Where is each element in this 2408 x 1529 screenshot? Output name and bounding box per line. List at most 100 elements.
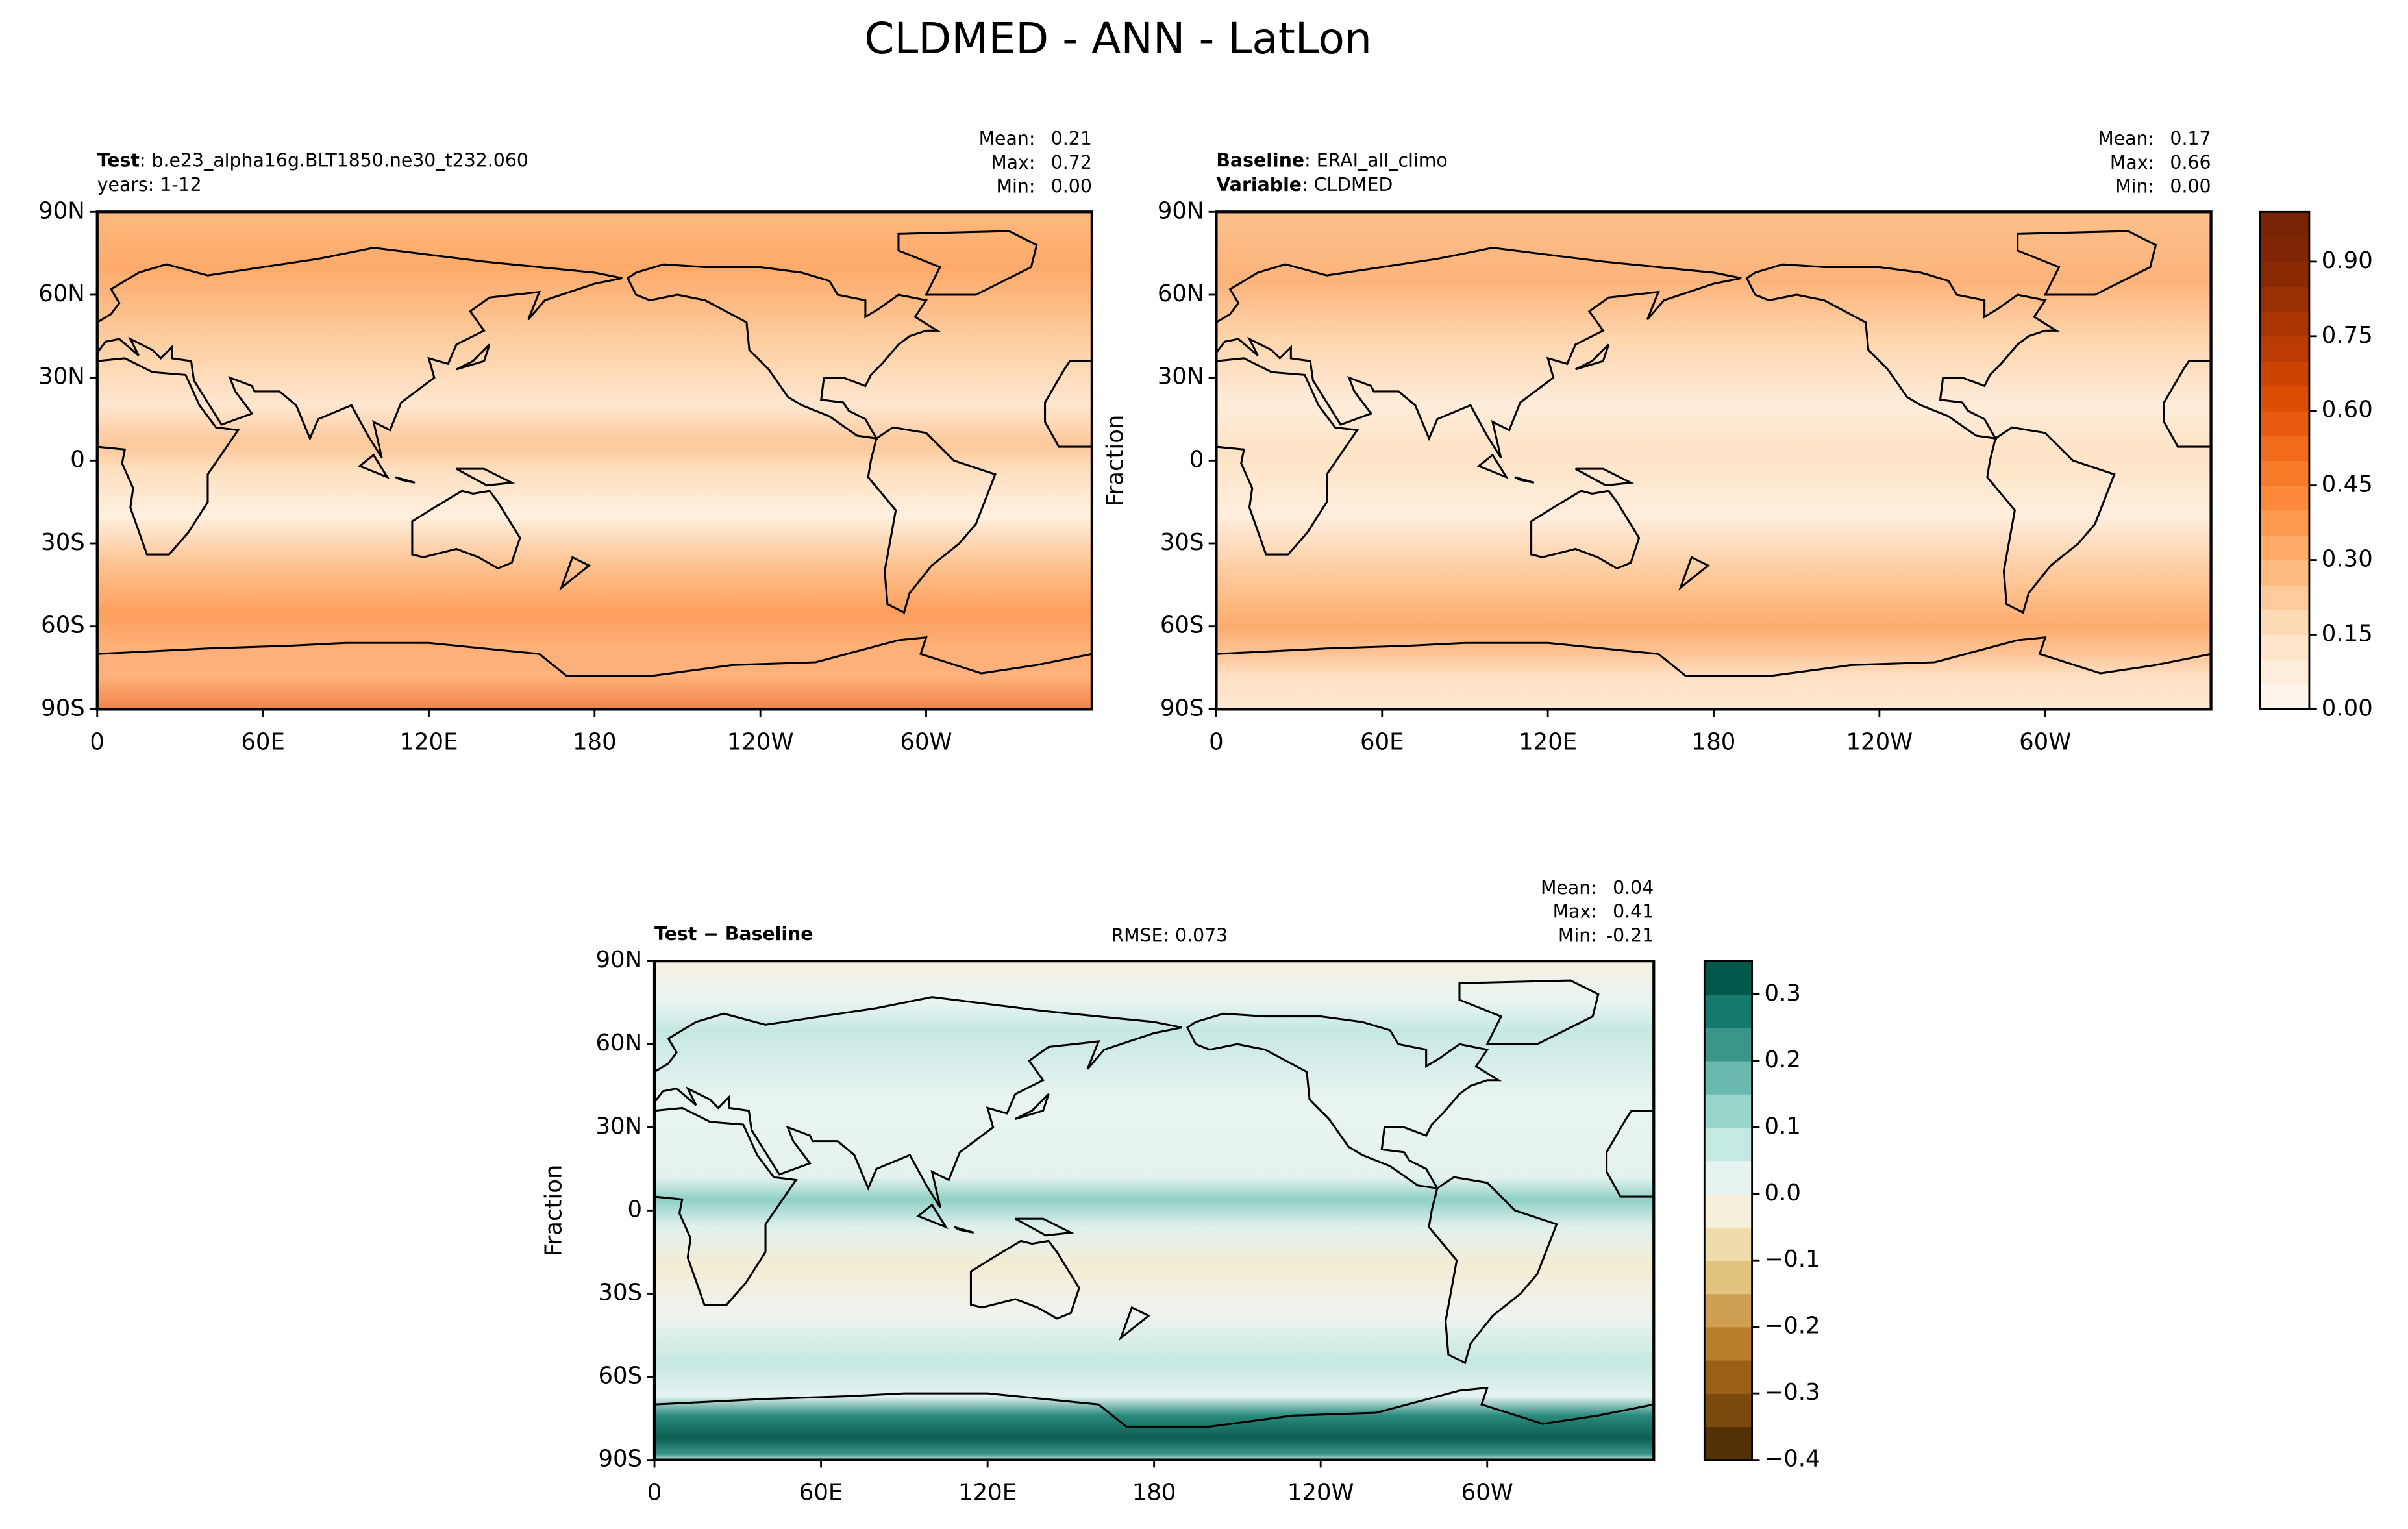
stat-value: 0.04 bbox=[1613, 877, 1654, 899]
x-tick-label: 60E bbox=[1360, 728, 1404, 755]
rmse-value: 0.073 bbox=[1175, 925, 1228, 946]
colorbar-tick-label: 0.15 bbox=[2322, 620, 2373, 647]
coastline bbox=[1476, 453, 1509, 480]
info-text: : ERAI_all_climo bbox=[1304, 149, 1448, 171]
coastline bbox=[954, 1226, 974, 1234]
coastline bbox=[1606, 1110, 1654, 1198]
map-panel: 0 60E 120E 180 120W 60W 90S 60S 30S 0 30N 60N 90N Fra… bbox=[540, 877, 1820, 1506]
y-axis-label: Fraction bbox=[1102, 415, 1129, 507]
coastline bbox=[1216, 357, 1359, 556]
colorbar-band bbox=[1704, 1226, 1752, 1261]
y-tick-label: 90N bbox=[595, 947, 642, 973]
coastline bbox=[654, 1106, 798, 1306]
colorbar-band bbox=[1704, 1360, 1752, 1394]
coastline bbox=[358, 453, 390, 480]
colorbar-band bbox=[2260, 311, 2309, 337]
coastline bbox=[97, 636, 1092, 677]
stat-value: 0.72 bbox=[1051, 152, 1092, 173]
x-tick-label: 120W bbox=[1287, 1480, 1354, 1506]
x-tick-label: 0 bbox=[647, 1480, 662, 1506]
y-tick-label: 0 bbox=[1189, 446, 1204, 473]
map-field bbox=[1216, 212, 2211, 710]
coastline bbox=[626, 263, 941, 440]
coastline bbox=[1530, 490, 1641, 570]
x-tick-label: 120W bbox=[727, 728, 794, 755]
stat-value: 0.17 bbox=[2170, 128, 2211, 149]
colorbar-tick-label: 0.3 bbox=[1765, 980, 1801, 1006]
coastline bbox=[1458, 979, 1600, 1045]
colorbar-tick-label: −0.1 bbox=[1765, 1246, 1820, 1273]
colorbar-band bbox=[1704, 1426, 1752, 1461]
coastline bbox=[1185, 1012, 1502, 1190]
x-tick-label: 60W bbox=[2019, 728, 2071, 755]
figure-title: CLDMED - ANN - LatLon bbox=[864, 14, 1372, 64]
x-tick-label: 120E bbox=[399, 728, 458, 755]
coastline bbox=[559, 556, 591, 591]
stat-name: Max: bbox=[1553, 901, 1597, 923]
coastline bbox=[897, 230, 1038, 296]
coastline bbox=[1574, 467, 1635, 487]
colorbar-band bbox=[2260, 460, 2309, 486]
y-tick-label: 60N bbox=[38, 280, 85, 307]
coastline bbox=[1678, 556, 1710, 591]
x-tick-label: 0 bbox=[1209, 728, 1224, 755]
field-shading bbox=[654, 961, 1654, 1460]
colorbar-band bbox=[1704, 1326, 1752, 1361]
colorbar-tick-label: 0.30 bbox=[2322, 546, 2373, 573]
panel-info: Test − Baseline bbox=[654, 923, 813, 945]
stat-name: Max: bbox=[2110, 152, 2154, 173]
x-tick-label: 180 bbox=[573, 728, 617, 755]
colorbar-band bbox=[2260, 436, 2309, 462]
coastline bbox=[1745, 263, 2060, 440]
colorbar-tick-label: 0.0 bbox=[1765, 1180, 1801, 1206]
coastline bbox=[969, 1239, 1080, 1320]
coastline bbox=[1044, 360, 1092, 448]
colorbar-band bbox=[1704, 1094, 1752, 1128]
y-tick-label: 90S bbox=[1160, 695, 1204, 721]
y-tick-label: 0 bbox=[70, 446, 85, 473]
x-tick-label: 120W bbox=[1846, 728, 1913, 755]
map-field bbox=[654, 961, 1654, 1460]
x-tick-label: 60W bbox=[1461, 1480, 1513, 1506]
colorbar-band bbox=[2260, 659, 2309, 685]
colorbar-band bbox=[1704, 1193, 1752, 1228]
colorbar-tick-label: 0.1 bbox=[1765, 1113, 1801, 1139]
stat-value: -0.21 bbox=[1606, 925, 1654, 946]
stat-value: 0.00 bbox=[2170, 175, 2211, 197]
colorbar-band bbox=[1704, 1293, 1752, 1328]
colorbar-band bbox=[2260, 485, 2309, 511]
colorbar-band bbox=[2260, 410, 2309, 436]
colorbar-band bbox=[1704, 1027, 1752, 1062]
colorbar-tick-label: −0.3 bbox=[1765, 1379, 1820, 1406]
colorbar-tick-label: 0.45 bbox=[2322, 471, 2373, 498]
coastline bbox=[1015, 1217, 1074, 1237]
y-tick-label: 30N bbox=[1158, 364, 1204, 390]
coastline bbox=[654, 996, 1182, 1208]
panel-info: Baseline: ERAI_all_climo bbox=[1216, 149, 1447, 171]
y-tick-label: 60S bbox=[41, 612, 85, 639]
panel-subtitle: years: 1-12 bbox=[97, 174, 202, 195]
coastline bbox=[456, 343, 491, 371]
coastline bbox=[1216, 636, 2211, 677]
colorbar-tick-label: −0.2 bbox=[1765, 1313, 1820, 1339]
coastline bbox=[456, 467, 515, 487]
stat-name: Mean: bbox=[1541, 877, 1597, 899]
y-tick-label: 30S bbox=[41, 529, 85, 556]
coastline bbox=[867, 426, 997, 614]
y-tick-label: 90N bbox=[1158, 197, 1204, 224]
y-tick-label: 30S bbox=[1160, 529, 1204, 556]
x-tick-label: 60E bbox=[799, 1480, 843, 1506]
colorbar-band bbox=[2260, 535, 2309, 561]
stat-value: 0.66 bbox=[2170, 152, 2211, 173]
field-shading bbox=[97, 212, 1092, 710]
colorbar-band bbox=[1704, 1160, 1752, 1195]
info-key: Test − Baseline bbox=[654, 923, 813, 945]
colorbar-tick-label: 0.90 bbox=[2322, 247, 2373, 274]
colorbar-tick-label: 0.75 bbox=[2322, 322, 2373, 349]
info-text: : CLDMED bbox=[1302, 174, 1393, 195]
coastline bbox=[395, 476, 416, 484]
colorbar-band bbox=[2260, 560, 2309, 586]
x-tick-label: 120E bbox=[958, 1480, 1017, 1506]
colorbar-tick-label: 0.00 bbox=[2322, 695, 2373, 721]
